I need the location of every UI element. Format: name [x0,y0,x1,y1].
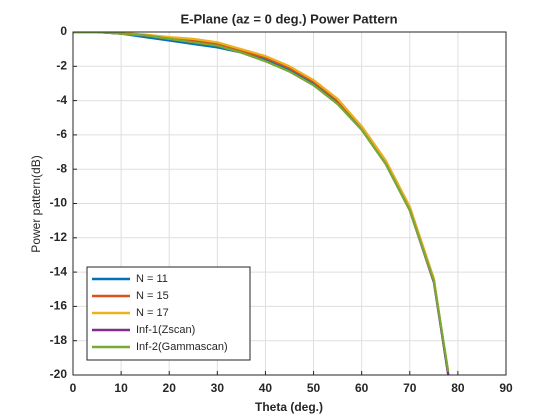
y-tick-label: -4 [56,93,67,107]
x-tick-label: 80 [451,381,465,395]
y-tick-label: -20 [50,367,68,381]
x-tick-label: 40 [259,381,273,395]
x-tick-label: 0 [70,381,77,395]
legend-label: Inf-1(Zscan) [136,324,195,336]
y-tick-label: -10 [50,196,68,210]
y-tick-label: -6 [56,127,67,141]
x-tick-label: 10 [114,381,128,395]
x-tick-label: 90 [499,381,513,395]
legend-label: N = 17 [136,307,169,319]
y-tick-label: -2 [56,58,67,72]
x-axis-label: Theta (deg.) [255,400,323,414]
axes-box [72,31,507,376]
y-tick-label: -8 [56,161,67,175]
legend-label: Inf-2(Gammascan) [136,341,228,353]
series-line [73,32,450,372]
x-tick-label: 60 [355,381,369,395]
y-tick-label: -18 [50,333,68,347]
legend: N = 11 N = 15 N = 17 Inf-1(Zscan) Inf-2(Gamm… [86,266,251,361]
legend-label: N = 11 [136,273,168,285]
legend-label: N = 15 [136,290,169,302]
x-tick-label: 70 [403,381,417,395]
chart-title: E-Plane (az = 0 deg.) Power Pattern [180,11,397,26]
y-tick-label: -16 [50,299,68,313]
lines [73,32,450,375]
y-tick-label: 0 [60,24,67,38]
x-tick-label: 50 [307,381,321,395]
y-axis-label: Power pattern(dB) [29,155,43,252]
y-tick-label: -14 [50,264,68,278]
x-tick-label: 20 [163,381,177,395]
x-tick-label: 30 [211,381,225,395]
y-tick-label: -12 [50,230,68,244]
